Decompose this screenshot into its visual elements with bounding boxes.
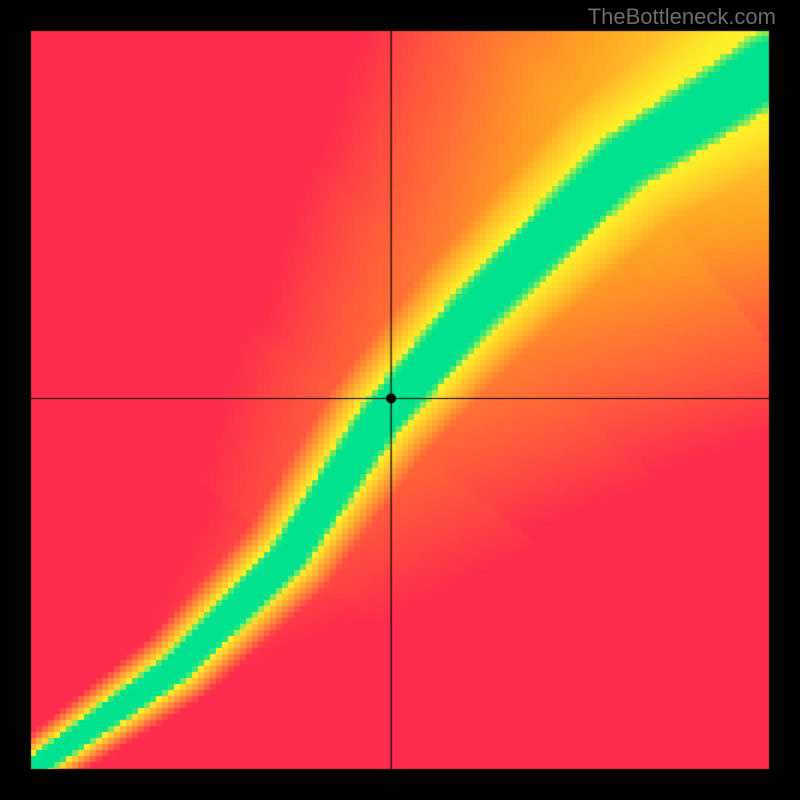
- watermark-text: TheBottleneck.com: [588, 4, 776, 30]
- heatmap-canvas: [0, 0, 800, 800]
- chart-container: TheBottleneck.com: [0, 0, 800, 800]
